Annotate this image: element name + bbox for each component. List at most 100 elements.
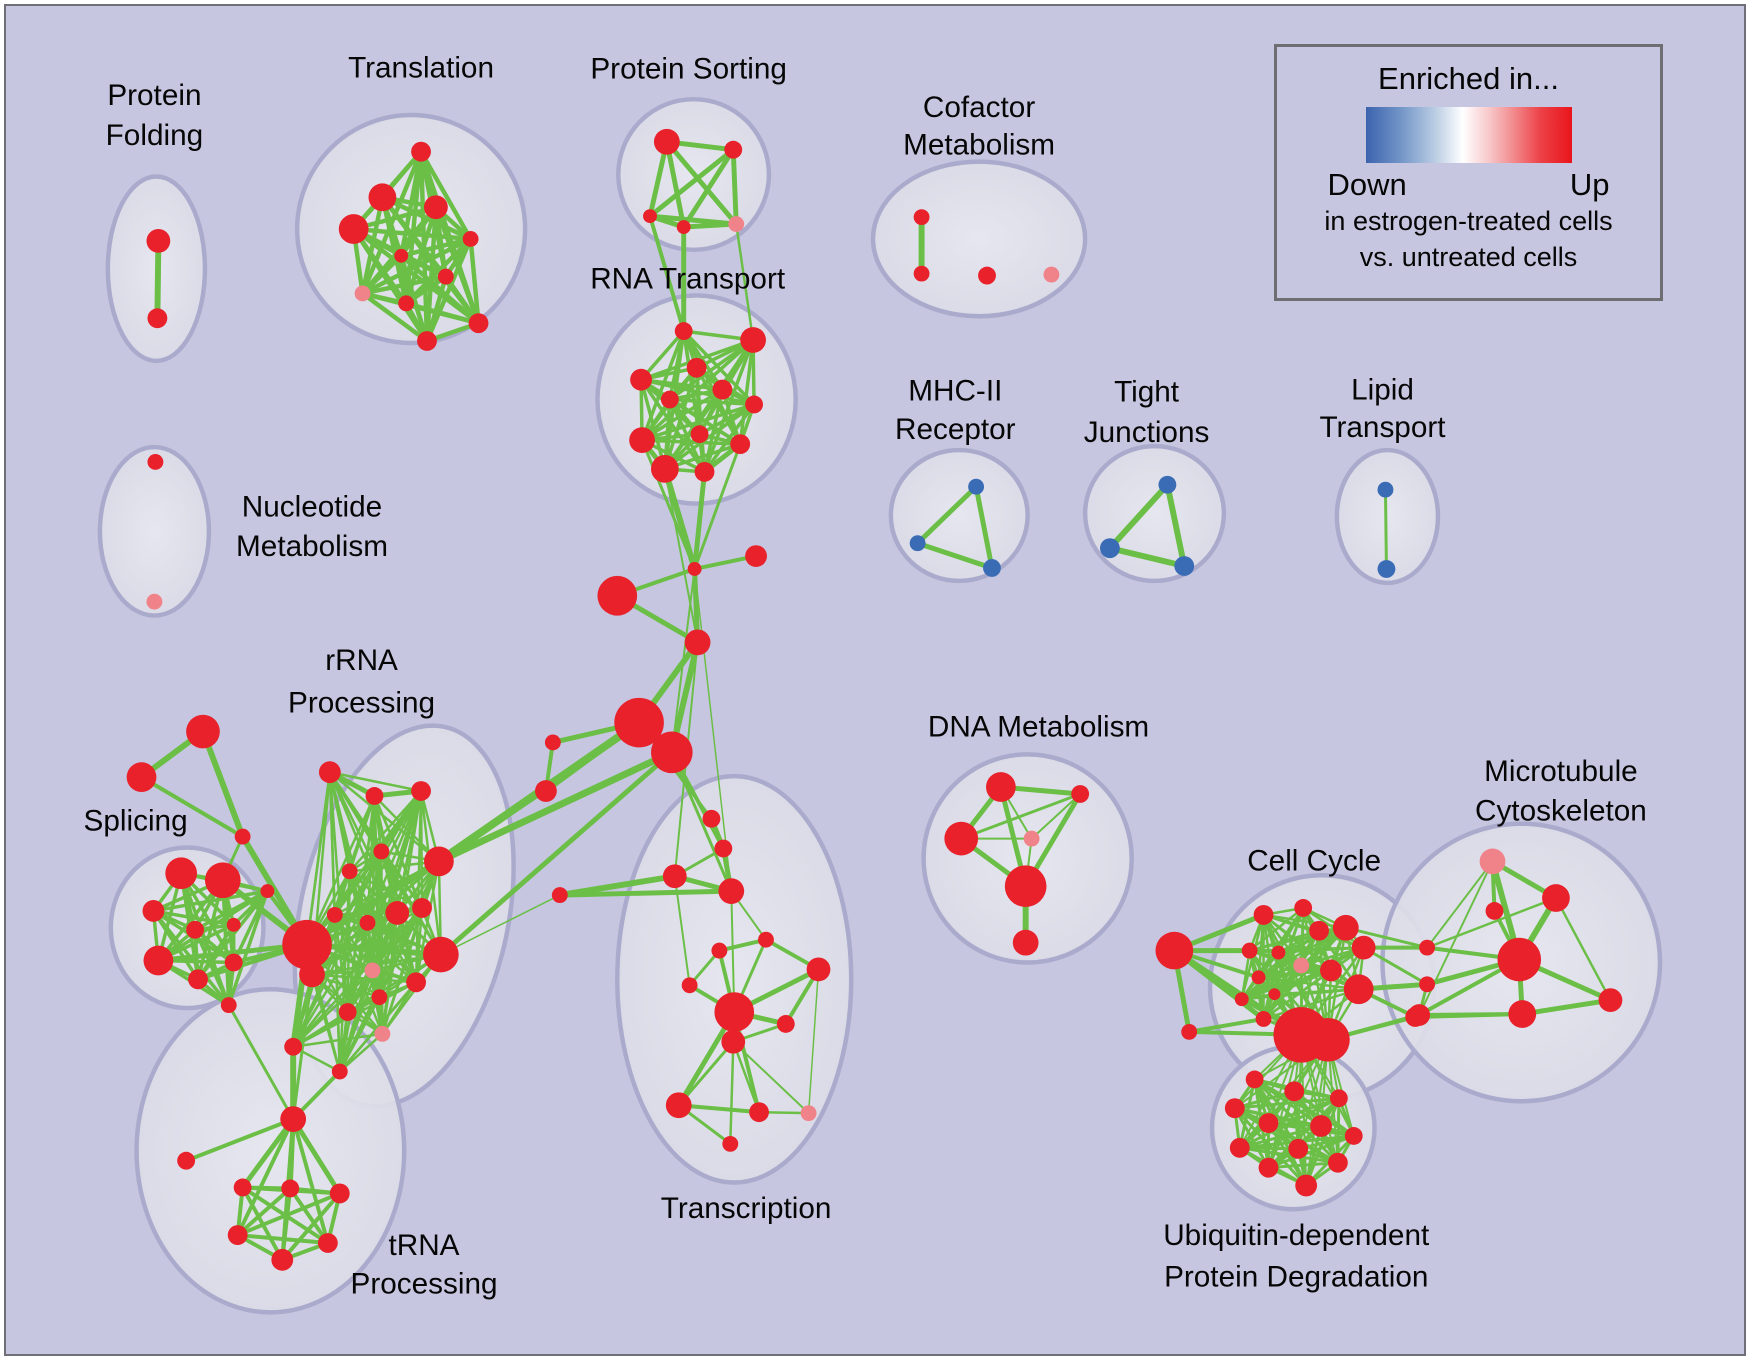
tr-node-1[interactable] [368,183,397,212]
tx-node-9[interactable] [776,1015,795,1033]
tr-node-2[interactable] [424,195,448,220]
tj-node-1[interactable] [1099,538,1120,559]
ub-node-4[interactable] [1258,1113,1279,1133]
ps-node-1[interactable] [724,140,743,159]
rt-node-3[interactable] [686,357,707,378]
mid-node-5[interactable] [650,731,693,774]
mid-node-6[interactable] [544,734,561,751]
nm-node-1[interactable] [146,593,163,610]
cc-node-11[interactable] [1320,959,1342,982]
dna-node-2[interactable] [944,821,979,856]
mid-node-3[interactable] [684,629,711,656]
rr-node-15[interactable] [338,1003,357,1021]
ub-node-6[interactable] [1229,1137,1250,1158]
cc-node-15[interactable] [1255,1011,1272,1027]
sp-node-0[interactable] [165,857,198,890]
rt-node-0[interactable] [674,322,693,341]
sp-node-9[interactable] [260,884,275,899]
cc-node-1[interactable] [1181,1023,1198,1040]
cc-node-7[interactable] [1241,942,1258,959]
pf-node-0[interactable] [146,229,171,253]
cf-node-0[interactable] [913,209,930,226]
cf-node-1[interactable] [913,265,930,282]
cc-node-5[interactable] [1332,914,1359,941]
tn-node-1[interactable] [177,1151,196,1170]
mt-node-3[interactable] [1497,937,1542,982]
rr-node-8[interactable] [326,906,343,923]
tn-node-2[interactable] [233,1178,252,1197]
rt-node-2[interactable] [630,368,652,391]
cc-node-10[interactable] [1251,970,1266,985]
ub-node-5[interactable] [1310,1115,1332,1137]
rt-node-10[interactable] [650,455,679,483]
tn-node-0[interactable] [280,1106,307,1132]
mid-node-8[interactable] [551,887,568,904]
mid-node-7[interactable] [535,780,557,802]
dna-node-5[interactable] [1012,929,1039,956]
rr-node-7[interactable] [341,863,358,880]
sp-node-5[interactable] [143,945,174,976]
tri-node-2[interactable] [234,828,251,845]
mid-node-1[interactable] [745,545,767,568]
rt-node-7[interactable] [629,427,655,454]
pf-node-1[interactable] [147,308,168,329]
rr-node-18[interactable] [331,1063,348,1080]
cf-node-2[interactable] [978,266,996,285]
tn-node-4[interactable] [329,1183,350,1204]
sp-node-1[interactable] [204,862,241,899]
ub-node-0[interactable] [1245,1070,1264,1089]
rr-node-14[interactable] [371,989,388,1006]
tx-node-10[interactable] [721,1029,746,1054]
cc-node-12[interactable] [1343,974,1374,1005]
tn-node-3[interactable] [281,1179,300,1198]
tj-node-2[interactable] [1174,556,1195,576]
ps-node-0[interactable] [653,128,680,155]
cc-node-13[interactable] [1234,992,1249,1007]
cc-node-8[interactable] [1271,945,1286,960]
ub-node-8[interactable] [1344,1127,1363,1145]
ub-node-10[interactable] [1327,1152,1348,1173]
tx-node-12[interactable] [749,1102,769,1123]
sp-node-8[interactable] [220,997,237,1014]
ub-node-11[interactable] [1295,1174,1318,1197]
cc-node-4[interactable] [1309,920,1329,941]
lt-node-1[interactable] [1377,560,1396,578]
nm-node-0[interactable] [147,454,164,470]
dna-node-1[interactable] [1071,785,1090,803]
cc-node-0[interactable] [1155,931,1194,970]
mid-node-4[interactable] [614,697,664,748]
ub-node-2[interactable] [1329,1089,1348,1108]
rr-node-17[interactable] [374,1025,391,1042]
mhc-node-1[interactable] [909,535,926,552]
ps-node-3[interactable] [676,220,691,234]
cc-node-2[interactable] [1253,904,1274,925]
mid-node-2[interactable] [597,575,638,616]
rr-node-16[interactable] [364,962,381,979]
tx-node-1[interactable] [714,839,733,858]
cc-node-19[interactable] [1419,976,1436,993]
mt-node-5[interactable] [1508,1000,1537,1028]
tx-node-14[interactable] [722,1135,739,1152]
tr-node-10[interactable] [417,331,437,351]
tr-node-0[interactable] [411,141,431,162]
rr-node-3[interactable] [365,787,384,805]
tx-node-8[interactable] [714,992,755,1032]
mt-node-0[interactable] [1479,848,1506,875]
rt-node-4[interactable] [712,379,733,400]
tr-node-3[interactable] [338,214,369,244]
lt-node-0[interactable] [1377,481,1394,498]
ub-node-9[interactable] [1258,1157,1279,1178]
tx-node-0[interactable] [702,809,721,828]
rr-node-9[interactable] [359,914,376,931]
rr-node-2[interactable] [318,761,341,784]
rt-node-5[interactable] [660,390,679,409]
tx-node-4[interactable] [758,931,774,948]
tx-node-2[interactable] [662,864,687,889]
tr-node-6[interactable] [437,268,454,285]
cc-node-6[interactable] [1351,935,1376,960]
cc-node-3[interactable] [1294,899,1313,917]
sp-node-3[interactable] [186,920,204,939]
cc-node-17[interactable] [1306,1017,1350,1062]
cf-node-3[interactable] [1043,266,1060,283]
mt-node-4[interactable] [1408,1004,1431,1026]
